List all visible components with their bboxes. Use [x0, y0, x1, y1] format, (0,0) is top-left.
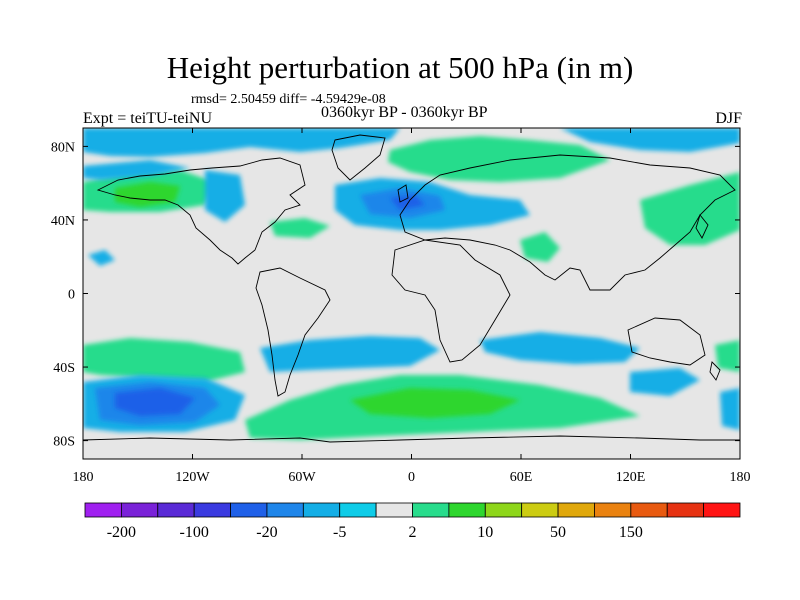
lat-tick-label: 80S: [53, 435, 75, 450]
colorbar-swatch: [448, 502, 486, 518]
lon-tick-label: 60E: [510, 470, 533, 485]
anomaly-alaska-core: [115, 182, 180, 207]
colorbar-swatch: [484, 502, 523, 518]
lon-tick-label: 120W: [175, 470, 210, 485]
lat-tick-label: 0: [68, 288, 75, 303]
lat-tick-label: 80N: [51, 140, 75, 155]
season-label: DJF: [715, 110, 742, 127]
coast-antarctica: [83, 435, 740, 443]
lat-tick-label: 40S: [53, 361, 75, 376]
coast-north-america: [96, 157, 306, 265]
coast-south-america: [255, 267, 331, 397]
colorbar-label: 50: [550, 524, 566, 541]
colorbar-label: 2: [409, 524, 417, 541]
anomaly-europe-core: [390, 195, 425, 210]
colorbar-label: -200: [107, 524, 136, 541]
colorbar-label: 150: [619, 524, 643, 541]
anomaly-south-indian-east-negative: [630, 368, 700, 396]
coastlines: [83, 134, 740, 443]
colorbar-swatch: [230, 502, 268, 518]
coast-australia: [627, 317, 706, 366]
colorbar-swatch: [302, 502, 341, 518]
colorbar-swatch: [703, 502, 741, 518]
anomaly-scandinavia-positive: [388, 136, 610, 182]
period-label: 0360kyr BP - 0360kyr BP: [321, 104, 488, 121]
colorbar-swatch: [157, 502, 195, 518]
anomaly-far-southeast-positive: [715, 340, 740, 372]
colorbar-swatch: [375, 502, 413, 518]
anomaly-siberia-negative: [560, 128, 740, 152]
colorbar-swatch: [666, 502, 705, 518]
colorbar-swatch: [412, 502, 450, 518]
colorbar-swatch: [266, 502, 304, 518]
coast-new-zealand: [709, 361, 721, 381]
latitude-axis: 80N 40N 0 40S 80S: [51, 140, 740, 450]
colorbar-swatch: [630, 502, 668, 518]
colorbar-swatch: [84, 502, 122, 518]
coast-greenland: [331, 134, 386, 181]
rmsd-diff-stats: rmsd= 2.50459 diff= -4.59429e-08: [191, 92, 386, 107]
coast-africa: [391, 239, 511, 363]
colorbar-swatch: [557, 502, 595, 518]
colorbar-label: -5: [333, 524, 346, 541]
lon-tick-label: 0: [408, 470, 415, 485]
coast-europe-asia: [399, 154, 736, 291]
lon-tick-label: 180: [73, 470, 94, 485]
anomaly-bering-negative: [83, 160, 190, 180]
colorbar-swatch: [594, 502, 632, 518]
colorbar-label: -20: [256, 524, 277, 541]
experiment-label: Expt = teiTU-teiNU: [83, 110, 212, 127]
colorbar-swatch: [521, 502, 559, 518]
colorbar: -200 -100 -20 -5 2 10 50 150: [84, 502, 741, 541]
perturbation-field: [83, 128, 740, 443]
colorbar-label: -100: [180, 524, 209, 541]
anomaly-southern-ocean-core: [350, 388, 520, 418]
anomaly-far-southeast-negative: [720, 388, 740, 430]
anomaly-middle-east-positive: [520, 232, 560, 262]
anomaly-west-atlantic-positive: [270, 218, 330, 238]
colorbar-label: 10: [477, 524, 493, 541]
colorbar-swatch: [193, 502, 231, 518]
colorbar-swatch: [120, 502, 159, 518]
longitude-axis: 180 120W 60W 0 60E 120E 180: [73, 128, 751, 485]
coast-japan: [695, 214, 709, 239]
lat-tick-label: 40N: [51, 214, 75, 229]
anomaly-east-pacific-negative: [88, 250, 115, 266]
anomaly-southeast-pacific-positive: [83, 338, 245, 382]
map-title: Height perturbation at 500 hPa (in m): [166, 50, 634, 85]
anomaly-north-america-negative: [205, 170, 245, 222]
lon-tick-label: 120E: [616, 470, 646, 485]
anomaly-south-indian-negative: [480, 332, 640, 364]
anomaly-nw-pacific-positive: [640, 172, 740, 245]
lon-tick-label: 180: [730, 470, 751, 485]
anomaly-south-atlantic-negative: [260, 336, 440, 372]
anomaly-south-pacific-core: [115, 388, 195, 416]
colorbar-swatch: [339, 502, 377, 518]
anomaly-arctic-negative: [83, 128, 400, 157]
lon-tick-label: 60W: [288, 470, 316, 485]
coast-britain: [397, 184, 409, 203]
